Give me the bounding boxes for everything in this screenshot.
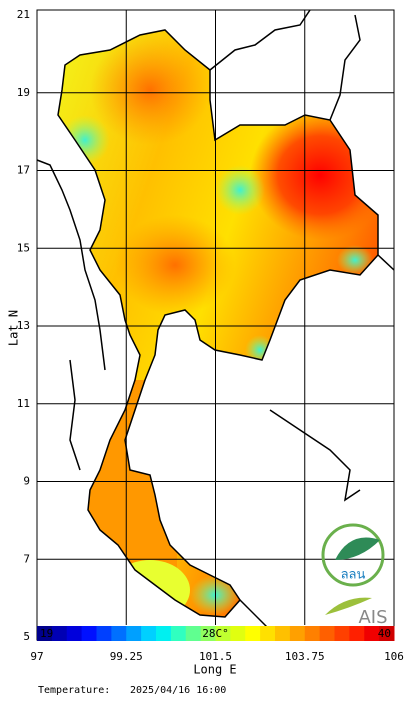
colorbar-cell <box>111 626 127 641</box>
y-tick-label: 7 <box>23 552 30 565</box>
y-tick-label: 13 <box>17 319 30 332</box>
y-tick-label: 5 <box>23 630 30 643</box>
y-axis-label: Lat N <box>7 310 21 346</box>
colorbar-cell <box>185 626 202 641</box>
x-tick-label: 97 <box>30 650 43 663</box>
x-tick-label: 103.75 <box>285 650 325 663</box>
colorbar-cell <box>349 626 365 641</box>
colorbar-cell <box>260 626 276 641</box>
colorbar-cell <box>126 626 142 641</box>
colorbar-cell <box>37 626 53 641</box>
y-tick-label: 9 <box>23 475 30 488</box>
colorbar-cell <box>304 626 321 641</box>
colorbar-cell <box>66 626 83 641</box>
footer-timestamp: 2025/04/16 16:00 <box>130 685 226 696</box>
colorbar-cell <box>170 626 187 641</box>
colorbar-cell <box>156 626 172 641</box>
neighbor-borders <box>36 9 395 636</box>
y-tick-label: 11 <box>17 397 30 410</box>
colorbar-label: 28C° <box>202 627 229 640</box>
colorbar-label: 19 <box>40 627 53 640</box>
colorbar-cell <box>334 626 350 641</box>
y-tick-label: 21 <box>17 8 30 21</box>
colorbar-cell <box>319 626 335 641</box>
y-tick-label: 19 <box>17 86 30 99</box>
logo-text: AIS <box>358 607 387 628</box>
colorbar-cell <box>200 626 216 641</box>
colorbar-cell <box>51 626 68 641</box>
y-tick-label: 15 <box>17 241 30 254</box>
colorbar-cell <box>245 626 261 641</box>
colorbar-cell <box>141 626 157 641</box>
colorbar-cell <box>96 626 112 641</box>
footer-label: Temperature: <box>38 685 110 696</box>
colorbar-cell <box>275 626 291 641</box>
x-tick-label: 99.25 <box>110 650 143 663</box>
colorbar: 19 28C° 40 <box>37 626 395 641</box>
colorbar-cell <box>230 626 246 641</box>
colorbar-cell <box>364 626 380 641</box>
x-tick-label: 106 <box>384 650 404 663</box>
colorbar-label: 40 <box>378 627 391 640</box>
colorbar-cell <box>289 626 306 641</box>
colorbar-cell <box>81 626 97 641</box>
colorbar-cell <box>379 626 395 641</box>
colorbar-cell <box>215 626 231 641</box>
x-tick-label: 101.5 <box>199 650 232 663</box>
x-axis-label: Long E <box>193 663 236 677</box>
y-tick-label: 17 <box>17 164 30 177</box>
logo-text: ลลน <box>341 568 366 583</box>
logo: ลลน AIS <box>321 523 388 628</box>
